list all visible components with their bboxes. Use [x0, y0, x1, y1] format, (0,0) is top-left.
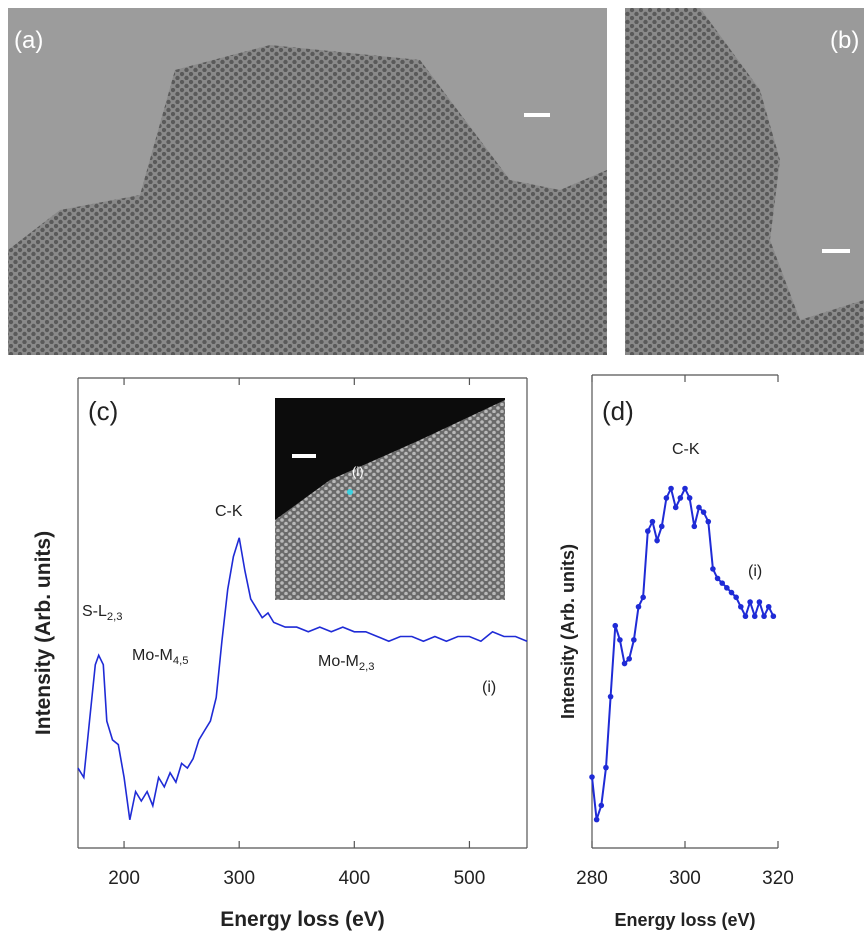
data-point	[658, 523, 665, 530]
data-point	[742, 613, 749, 620]
x-tick-label: 300	[223, 868, 255, 889]
x-tick-label: 300	[669, 868, 701, 889]
y-axis-label: Intensity (Arb. units)	[558, 544, 578, 719]
annotation: C-K	[672, 441, 700, 458]
data-point	[635, 603, 642, 610]
x-tick-label: 280	[576, 868, 608, 889]
spectrum-line	[591, 485, 775, 820]
data-point	[756, 599, 763, 605]
data-point	[626, 656, 632, 662]
x-tick-label: 500	[454, 868, 486, 889]
annotation-text: C-K	[215, 503, 243, 520]
data-point	[677, 495, 684, 501]
annotation-text: C-K	[672, 441, 700, 458]
data-point	[700, 509, 707, 515]
data-point	[589, 774, 595, 780]
data-point	[770, 613, 777, 620]
data-point	[724, 585, 730, 591]
data-point	[640, 594, 646, 601]
data-point	[649, 518, 656, 525]
annotation-text: (d)	[602, 396, 634, 426]
y-axis-label: Intensity (Arb. units)	[32, 531, 55, 735]
annotation-sub: 2,3	[359, 661, 375, 673]
annotation: Mo-M2,3	[318, 653, 374, 673]
data-point	[765, 603, 772, 610]
data-point	[593, 816, 600, 823]
annotation-text: (i)	[748, 563, 762, 580]
data-point	[747, 599, 753, 605]
x-tick-label: 400	[338, 868, 370, 889]
annotation-text: (i)	[482, 679, 496, 696]
annotation-text: Mo-M	[132, 647, 173, 664]
data-point	[617, 637, 623, 643]
annotation-text: Mo-M	[318, 653, 359, 670]
annotation: Mo-M4,5	[132, 647, 188, 667]
data-point	[691, 523, 698, 530]
data-point	[607, 693, 614, 700]
data-point	[705, 518, 712, 525]
data-point	[686, 495, 693, 501]
inset-image: (i)	[275, 398, 505, 600]
panel-label: (b)	[830, 27, 859, 54]
annotation-text: (c)	[88, 396, 118, 426]
annotation: (c)	[88, 396, 118, 426]
x-axis-label: Energy loss (eV)	[614, 910, 755, 930]
data-point	[696, 504, 702, 511]
image-a: (a)	[8, 8, 607, 355]
spectrum-line	[77, 537, 528, 820]
annotation: (d)	[602, 396, 634, 426]
inset-lattice	[275, 400, 505, 600]
annotation: C-K	[215, 503, 243, 520]
data-point	[654, 537, 660, 544]
data-point	[710, 566, 716, 572]
inset-label: (i)	[352, 464, 364, 479]
data-point	[603, 764, 609, 771]
data-point	[621, 660, 628, 667]
data-point	[738, 603, 744, 610]
annotation-sub: 4,5	[173, 655, 189, 667]
x-tick-label: 200	[108, 868, 140, 889]
data-point	[719, 580, 725, 586]
data-point	[672, 504, 679, 511]
annotation: (i)	[748, 563, 762, 580]
data-point	[761, 613, 767, 620]
data-point	[682, 485, 688, 492]
data-point	[645, 528, 651, 534]
panel-label: (a)	[14, 27, 43, 54]
data-point	[631, 637, 637, 643]
probe-spot	[347, 489, 353, 495]
data-point	[612, 622, 619, 629]
data-point	[728, 589, 735, 596]
data-point	[598, 802, 605, 809]
image-b: (b)	[625, 8, 864, 355]
data-point	[751, 613, 758, 620]
x-tick-label: 320	[762, 868, 794, 889]
annotation-sub: 2,3	[107, 611, 123, 623]
annotation: (i)	[482, 679, 496, 696]
data-point	[733, 594, 739, 601]
data-point	[663, 495, 670, 501]
x-axis-label: Energy loss (eV)	[220, 908, 385, 931]
data-point	[714, 575, 721, 582]
annotation-text: S-L	[82, 603, 107, 620]
annotation: S-L2,3	[82, 603, 122, 623]
data-point	[668, 485, 674, 492]
